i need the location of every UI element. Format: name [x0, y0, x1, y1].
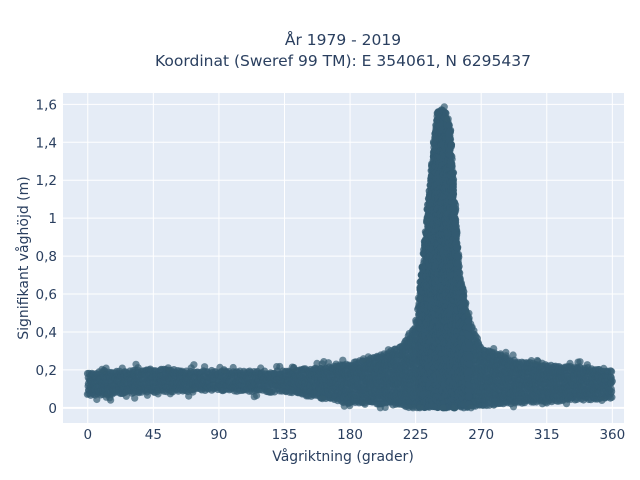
- data-points: [83, 103, 616, 412]
- data-point: [608, 368, 616, 376]
- chart-title-line2: Koordinat (Sweref 99 TM): E 354061, N 62…: [155, 52, 531, 70]
- chart-title-line1: År 1979 - 2019: [285, 30, 401, 49]
- data-point: [608, 393, 616, 401]
- data-point: [607, 374, 615, 382]
- data-point: [607, 385, 615, 393]
